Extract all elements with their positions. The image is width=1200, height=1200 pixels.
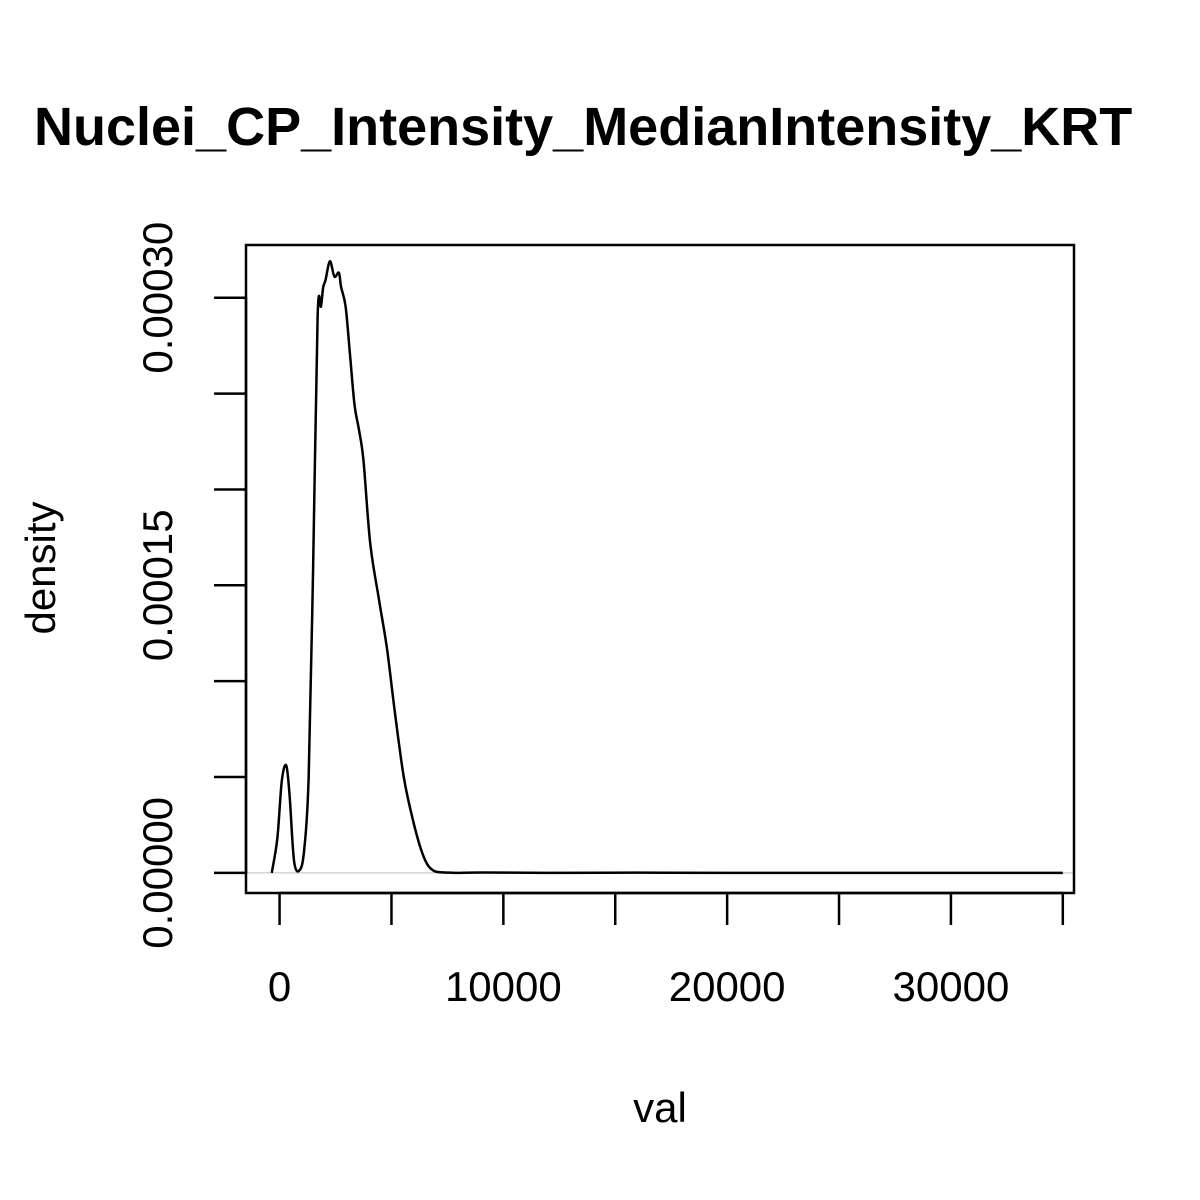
x-tick-label: 0 [268, 963, 291, 1010]
x-axis: 0 10000 20000 30000 [268, 891, 1065, 1010]
y-axis: 0.00000 0.00015 0.00030 [134, 222, 248, 949]
density-curve [270, 260, 1063, 875]
y-tick-label: 0.00030 [134, 222, 181, 374]
x-tick-label: 10000 [445, 963, 562, 1010]
y-tick-label: 0.00015 [134, 509, 181, 661]
y-axis-label: density [17, 501, 64, 634]
plot-frame [244, 243, 1076, 895]
x-axis-label: val [633, 1084, 687, 1131]
chart-title: Nuclei_CP_Intensity_MedianIntensity_KRT [34, 97, 1132, 157]
x-tick-label: 20000 [669, 963, 786, 1010]
x-tick-label: 30000 [893, 963, 1010, 1010]
y-tick-label: 0.00000 [134, 797, 181, 949]
